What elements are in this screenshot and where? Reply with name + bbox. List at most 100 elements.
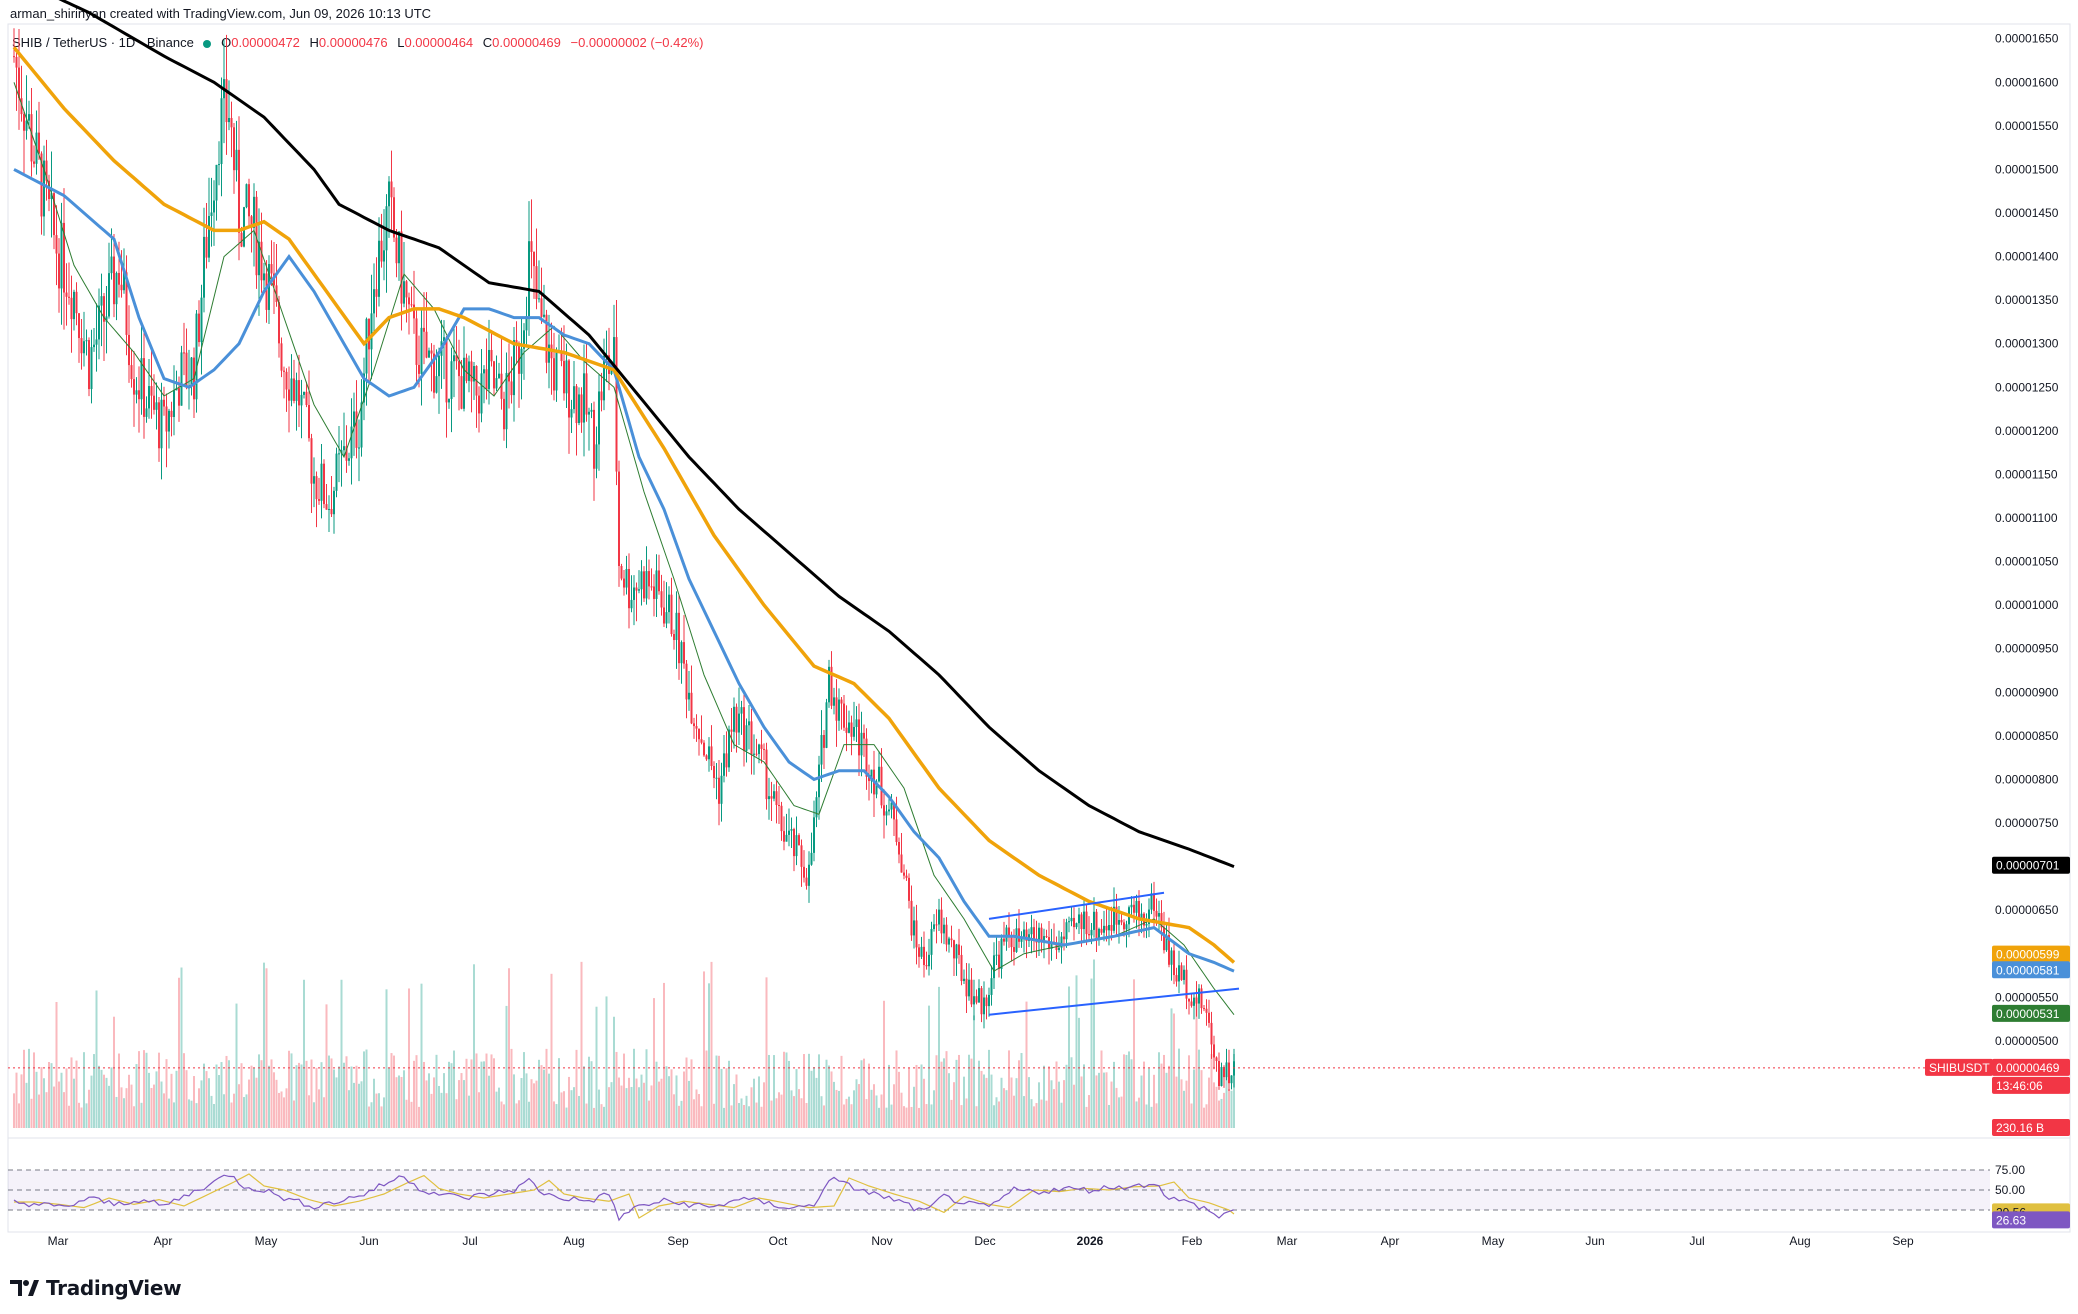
volume-bar [483, 1061, 485, 1128]
candle-body [98, 305, 100, 340]
candle-body [348, 458, 350, 461]
volume-bar [948, 1073, 950, 1128]
volume-bar [625, 1088, 628, 1128]
candle-body [63, 222, 65, 293]
volume-bar [1210, 1054, 1213, 1128]
y-tick-label: 0.00000550 [1995, 990, 2059, 1004]
candle-body [458, 361, 460, 377]
volume-bar [953, 1082, 955, 1128]
volume-bar [798, 1089, 800, 1128]
ema-long-line [58, 0, 1235, 868]
candle-body [238, 149, 240, 233]
volume-bar [1078, 1017, 1080, 1128]
candle-body [1170, 950, 1173, 965]
volume-bar [370, 1102, 373, 1128]
candle-body [93, 344, 95, 348]
x-tick-label: Jun [359, 1234, 378, 1248]
trendline [988, 987, 1240, 1016]
volume-bar [148, 1072, 150, 1128]
volume-bar [1173, 1013, 1175, 1128]
volume-bar [1033, 1106, 1035, 1128]
candle-body [1145, 923, 1148, 926]
volume-bar [440, 1092, 443, 1128]
volume-bar [600, 1104, 603, 1128]
candle-body [405, 281, 408, 298]
candle-body [430, 350, 433, 354]
volume-bar [365, 1049, 368, 1128]
candle-body [110, 256, 113, 274]
volume-bar [328, 1055, 330, 1128]
candle-body [695, 726, 698, 729]
volume-bar [125, 1088, 128, 1128]
candle-body [1175, 975, 1178, 982]
candle-body [508, 372, 510, 382]
change-value: −0.00000002 (−0.42%) [570, 35, 704, 50]
volume-bar [990, 1074, 993, 1128]
candle-body [1125, 924, 1128, 930]
candle-body [258, 241, 260, 276]
volume-bar [710, 961, 713, 1128]
volume-bar [623, 1053, 625, 1128]
volume-bar [938, 986, 940, 1128]
volume-bar [605, 996, 608, 1128]
candle-body [255, 196, 258, 276]
candle-body [528, 241, 530, 317]
volume-bar [1150, 1106, 1153, 1128]
volume-bar [968, 1054, 970, 1128]
candle-body [533, 251, 535, 267]
volume-bar [1203, 1107, 1205, 1128]
candle-body [1210, 1022, 1213, 1045]
candle-body [853, 726, 855, 737]
volume-bar [1088, 1095, 1090, 1128]
candle-body [693, 723, 695, 727]
ema-slow-line [12, 46, 1236, 964]
moving-averages-layer [12, 0, 1236, 1016]
candle-body [270, 264, 273, 274]
candle-body [245, 184, 248, 208]
candle-body [230, 117, 233, 128]
volume-bar [343, 1062, 345, 1128]
candle-body [895, 819, 898, 843]
volume-bar [858, 1084, 860, 1128]
candle-body [685, 663, 688, 700]
volume-bar [150, 1087, 153, 1128]
candle-body [275, 285, 278, 303]
candle-body [778, 805, 780, 807]
y-tick-label: 0.00000500 [1995, 1034, 2059, 1048]
volume-bar [330, 1058, 333, 1128]
candle-body [58, 253, 60, 289]
candle-body [358, 447, 360, 449]
volume-bar [1233, 1054, 1235, 1128]
volume-bar [68, 1105, 70, 1128]
volume-bar [270, 1059, 273, 1128]
candle-body [858, 719, 860, 756]
candle-body [400, 231, 403, 304]
volume-bar [950, 1099, 953, 1128]
rsi-line [13, 1174, 1235, 1222]
candle-body [190, 357, 193, 387]
volume-bar [920, 1064, 923, 1128]
volume-layer [13, 959, 1235, 1128]
candle-body [1110, 924, 1113, 931]
volume-bar [528, 1101, 530, 1128]
volume-bar [505, 1005, 508, 1128]
volume-bar [355, 1065, 358, 1128]
candle-body [208, 215, 210, 258]
volume-bar [203, 1063, 205, 1128]
candle-body [1113, 906, 1115, 931]
candle-body [118, 272, 120, 285]
volume-bar [845, 1098, 848, 1128]
candle-body [940, 909, 943, 934]
candle-body [905, 875, 908, 878]
volume-bar [100, 1069, 103, 1128]
candle-body [180, 352, 183, 406]
candle-body [638, 589, 640, 591]
candle-body [1173, 950, 1175, 976]
candle-body [598, 391, 600, 445]
candle-body [623, 578, 625, 588]
volume-bar [205, 1071, 208, 1128]
candle-body [333, 490, 335, 515]
volume-bar [155, 1071, 158, 1128]
volume-bar [1185, 1080, 1188, 1128]
